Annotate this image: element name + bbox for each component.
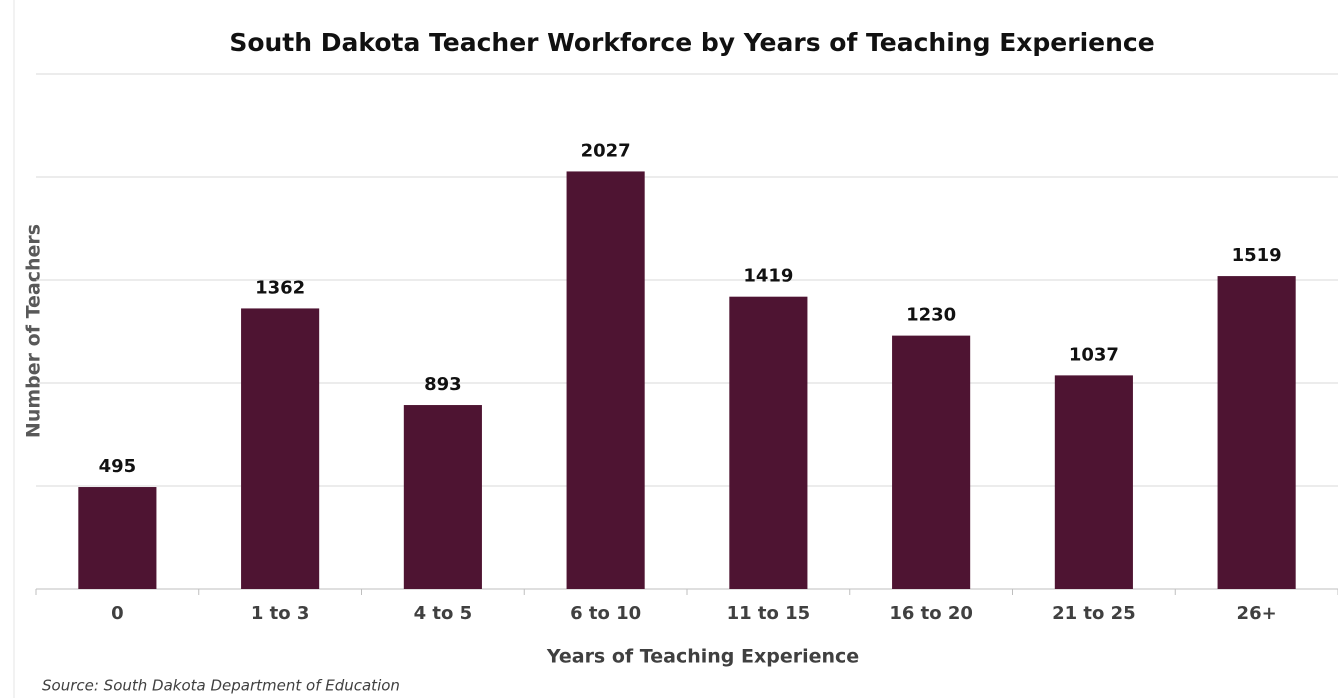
bar	[78, 487, 157, 589]
source-note: Source: South Dakota Department of Educa…	[42, 677, 400, 695]
x-tick-label: 26+	[1237, 603, 1277, 624]
data-label: 495	[99, 456, 137, 477]
y-axis-label: Number of Teachers	[23, 224, 45, 438]
data-label: 1037	[1069, 344, 1119, 365]
bar	[1054, 375, 1133, 589]
bar	[729, 296, 808, 589]
bar	[892, 335, 971, 589]
bar	[1217, 276, 1296, 589]
data-label: 893	[424, 374, 462, 395]
x-tick-label: 4 to 5	[414, 603, 473, 624]
x-tick-label: 11 to 15	[727, 603, 811, 624]
x-tick-label: 0	[111, 603, 124, 624]
x-axis-label: Years of Teaching Experience	[546, 646, 859, 668]
data-label: 2027	[581, 140, 631, 161]
chart-title: South Dakota Teacher Workforce by Years …	[229, 28, 1154, 57]
x-tick-label: 16 to 20	[889, 603, 973, 624]
x-tick-label: 21 to 25	[1052, 603, 1136, 624]
data-label: 1519	[1232, 245, 1282, 266]
data-label: 1362	[255, 277, 305, 298]
bar	[566, 171, 645, 590]
bar	[403, 405, 482, 589]
data-label: 1230	[906, 305, 956, 326]
data-label: 1419	[743, 266, 793, 287]
bar	[241, 308, 320, 589]
x-tick-label: 1 to 3	[251, 603, 310, 624]
x-tick-label: 6 to 10	[570, 603, 641, 624]
